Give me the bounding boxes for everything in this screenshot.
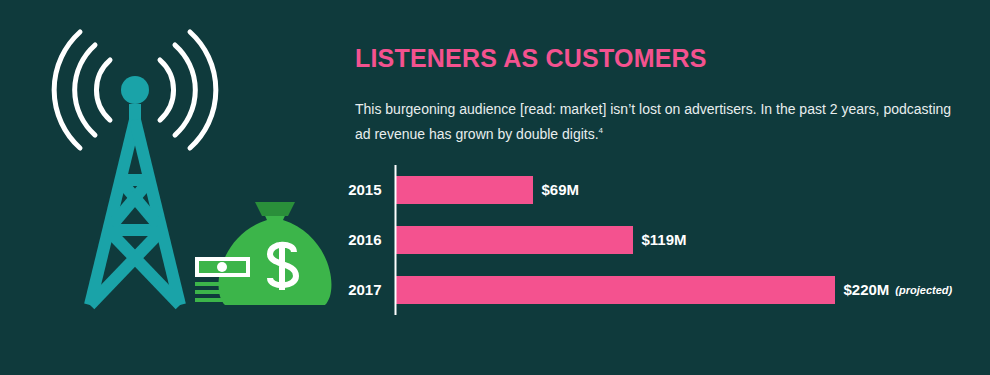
svg-text:2015: 2015 [348,181,381,198]
svg-text:2017: 2017 [348,281,381,298]
svg-text:$69M: $69M [542,181,580,198]
html-text:This burgeoning audience [read: This burgeoning audience [read: market] … [355,101,952,142]
svg-text:$119M: $119M [642,231,687,248]
svg-text:(projected): (projected) [895,284,952,296]
svg-text:2016: 2016 [348,231,381,248]
html-text:LISTENERS AS CUSTOMERS: LISTENERS AS CUSTOMERS [355,44,707,72]
svg-text:$220M: $220M [844,281,890,298]
